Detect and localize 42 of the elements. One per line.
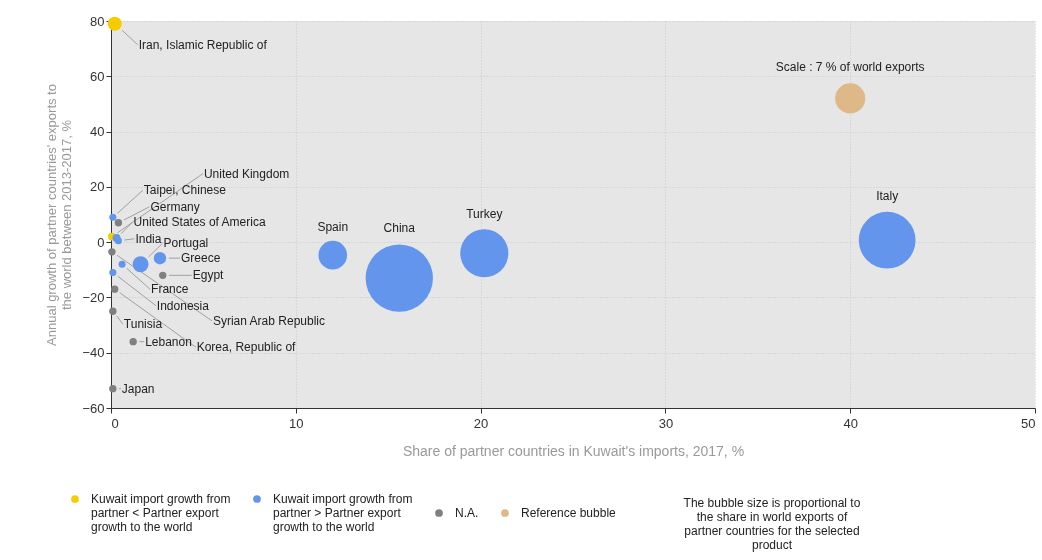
legend-label: Kuwait import growth from partner < Partner export growth to the world bbox=[91, 492, 231, 534]
data-label: Japan bbox=[121, 381, 155, 396]
x-tick-label: 30 bbox=[658, 415, 674, 431]
data-label: Taipei, Chinese bbox=[143, 183, 227, 198]
data-label: Greece bbox=[180, 251, 221, 266]
data-label: France bbox=[151, 282, 189, 297]
data-label: Korea, Republic of bbox=[196, 340, 297, 355]
x-axis-title: Share of partner countries in Kuwait's imports, 2017, % bbox=[402, 442, 745, 459]
x-tick-label: 50 bbox=[1021, 415, 1036, 431]
annotation: Scale : 7 % of world exports bbox=[775, 60, 925, 75]
x-tick-label: 10 bbox=[289, 415, 304, 431]
y-tick-label: 60 bbox=[90, 68, 105, 84]
y-tick-label: 20 bbox=[90, 179, 105, 195]
data-label: Lebanon bbox=[145, 334, 192, 349]
data-label: Indonesia bbox=[156, 298, 210, 313]
data-label: Portugal bbox=[163, 236, 209, 251]
y-tick-label: 0 bbox=[97, 234, 105, 250]
x-tick-label: 0 bbox=[111, 415, 119, 431]
y-axis-title: Annual growth of partner countries' exports to the world between 2013-2017, % bbox=[44, 84, 75, 346]
data-label: United Kingdom bbox=[203, 166, 290, 181]
data-label: Italy bbox=[876, 189, 899, 204]
data-label: India bbox=[135, 231, 162, 246]
x-tick-label: 20 bbox=[473, 415, 489, 431]
data-label: China bbox=[383, 221, 416, 236]
y-tick-label: −40 bbox=[82, 345, 105, 361]
legend-label: Reference bubble bbox=[521, 506, 617, 520]
data-label: Turkey bbox=[466, 207, 503, 222]
x-tick-label: 40 bbox=[843, 415, 858, 431]
y-tick-label: −60 bbox=[82, 400, 105, 416]
legend-label: N.A. bbox=[455, 506, 479, 520]
data-label: Egypt bbox=[192, 268, 225, 283]
data-label: Tunisia bbox=[123, 317, 163, 332]
data-label: Germany bbox=[150, 199, 200, 214]
text: The bubble size is proportional to the share in world exports of partner countries for the selected product bbox=[682, 496, 862, 552]
y-tick-label: −20 bbox=[82, 289, 105, 305]
data-label: Spain bbox=[317, 220, 349, 235]
y-tick-label: 80 bbox=[90, 13, 105, 29]
y-tick-label: 40 bbox=[90, 124, 105, 140]
data-label: United States of America bbox=[133, 215, 266, 229]
data-label: Syrian Arab Republic bbox=[212, 313, 325, 328]
data-label: Iran, Islamic Republic of bbox=[138, 37, 268, 52]
legend-label: Kuwait import growth from partner > Partner export growth to the world bbox=[273, 492, 413, 534]
